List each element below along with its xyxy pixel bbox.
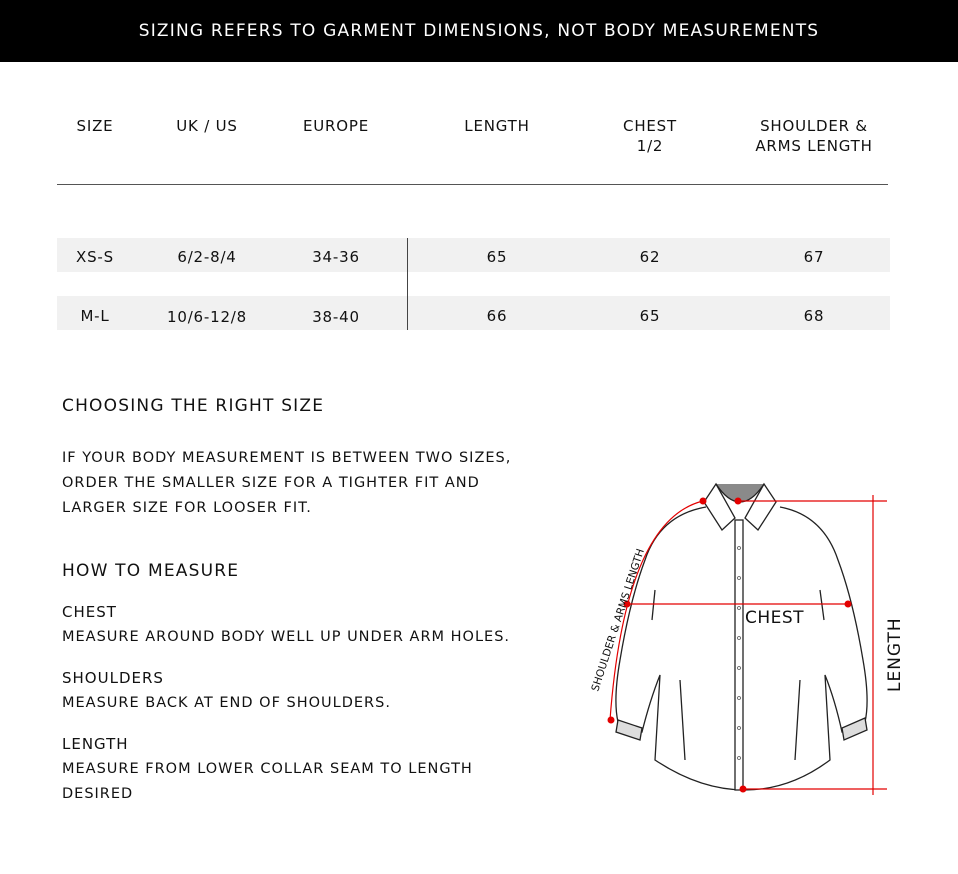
choosing-title: CHOOSING THE RIGHT SIZE: [62, 396, 325, 416]
header-size: SIZE: [76, 117, 114, 135]
text-line: LARGER SIZE FOR LOOSER FIT.: [62, 500, 312, 516]
shoulders-text: MEASURE BACK AT END OF SHOULDERS.: [62, 695, 391, 711]
table-row: [57, 296, 890, 330]
cell-size: XS-S: [76, 248, 114, 266]
header-shoulder: SHOULDER & ARMS LENGTH: [755, 116, 872, 156]
length-text: MEASURE FROM LOWER COLLAR SEAM TO LENGTH…: [62, 757, 542, 807]
table-row: [57, 238, 890, 272]
header-shoulder-line1: SHOULDER &: [760, 117, 868, 135]
cell-length: 66: [486, 307, 508, 325]
measure-points: [607, 497, 852, 793]
cell-europe: 34-36: [312, 248, 360, 266]
cell-shoulder: 68: [803, 307, 825, 325]
text-line: MEASURE FROM LOWER COLLAR SEAM TO LENGTH: [62, 761, 473, 777]
shirt-diagram: CHEST LENGTH SHOULDER & ARMS LENGTH: [589, 482, 905, 795]
text-line: ORDER THE SMALLER SIZE FOR A TIGHTER FIT…: [62, 475, 480, 491]
header-uk-us: UK / US: [176, 117, 238, 135]
cell-chest: 65: [639, 307, 661, 325]
header-chest-line2: 1/2: [636, 137, 664, 155]
header-chest: CHEST 1/2: [623, 116, 677, 156]
length-label: LENGTH: [62, 735, 129, 753]
cell-length: 65: [486, 248, 508, 266]
cell-uk-us: 6/2-8/4: [177, 248, 237, 266]
cell-shoulder: 67: [803, 248, 825, 266]
column-divider: [407, 238, 408, 330]
choosing-text: IF YOUR BODY MEASUREMENT IS BETWEEN TWO …: [62, 446, 542, 521]
header-length: LENGTH: [464, 117, 530, 135]
cell-uk-us: 10/6-12/8: [167, 308, 247, 326]
header-chest-line1: CHEST: [623, 117, 677, 135]
sizing-banner: SIZING REFERS TO GARMENT DIMENSIONS, NOT…: [0, 0, 958, 62]
text-line: DESIRED: [62, 786, 134, 802]
text-line: IF YOUR BODY MEASUREMENT IS BETWEEN TWO …: [62, 450, 512, 466]
chest-label: CHEST: [62, 603, 117, 621]
header-shoulder-line2: ARMS LENGTH: [755, 137, 873, 155]
shoulders-label: SHOULDERS: [62, 669, 164, 687]
cell-europe: 38-40: [312, 308, 360, 326]
shirt-illustration: [615, 482, 868, 791]
header-europe: EUROPE: [302, 117, 370, 135]
cell-chest: 62: [639, 248, 661, 266]
header-divider: [57, 184, 888, 185]
measure-lines: [609, 495, 887, 795]
length-diagram-label: LENGTH: [885, 617, 905, 692]
chest-diagram-label: CHEST: [745, 608, 804, 628]
shoulder-arm-line: [609, 500, 704, 721]
cell-size: M-L: [80, 307, 110, 325]
chest-text: MEASURE AROUND BODY WELL UP UNDER ARM HO…: [62, 629, 511, 645]
how-title: HOW TO MEASURE: [62, 561, 240, 581]
